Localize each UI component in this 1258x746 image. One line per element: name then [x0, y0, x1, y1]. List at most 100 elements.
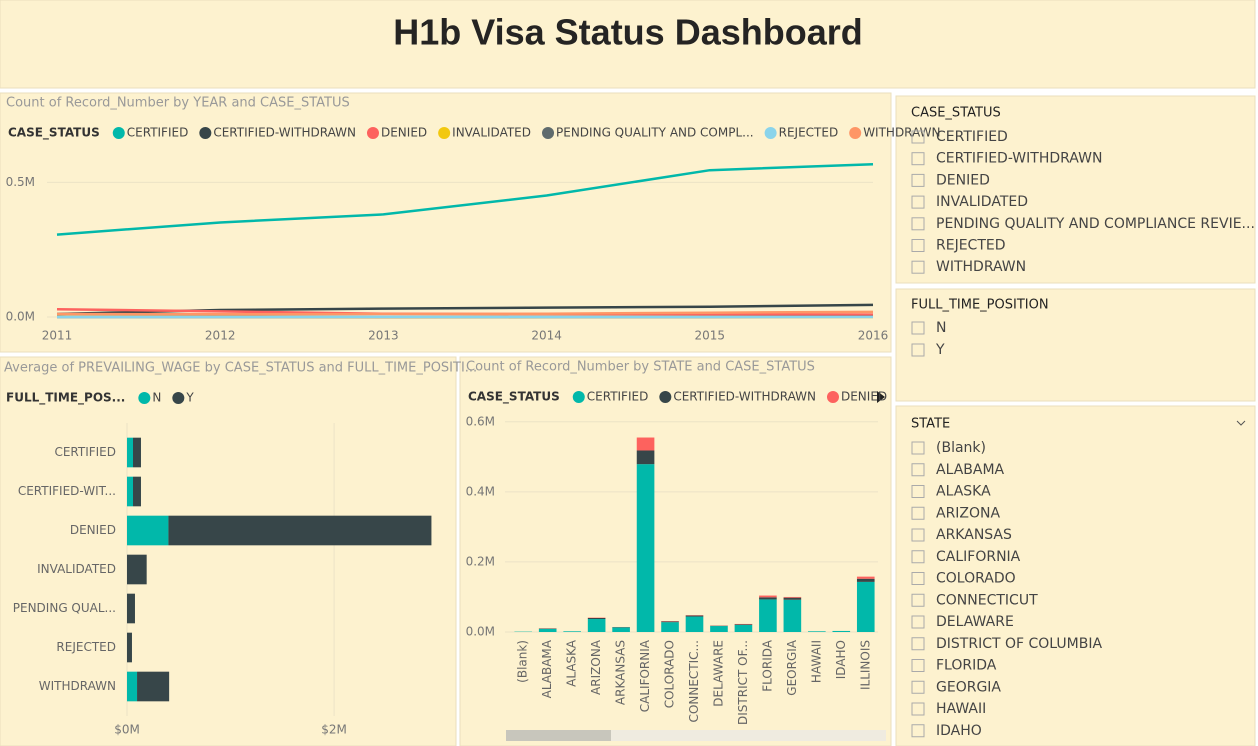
checkbox[interactable]: [911, 130, 925, 144]
dropdown-chevron[interactable]: [1236, 420, 1246, 426]
bar-segment: [133, 437, 141, 468]
legend-label[interactable]: REJECTED: [779, 126, 839, 140]
legend-label[interactable]: WITHDRAWN: [863, 126, 940, 140]
checkbox[interactable]: [911, 702, 925, 716]
checkbox[interactable]: [911, 260, 925, 274]
legend-marker: [172, 392, 185, 404]
x-tick-label: (Blank): [516, 640, 530, 683]
bar-segment: [636, 437, 655, 451]
y-tick-label: 0.5M: [6, 175, 35, 189]
bar-segment: [759, 595, 777, 598]
slicer-item[interactable]: DENIED: [936, 172, 990, 188]
checkbox[interactable]: [911, 321, 925, 335]
x-tick-label: CALIFORNIA: [638, 639, 652, 712]
x-tick-label: CONNECTIC...: [687, 640, 701, 722]
chart-title: Count of Record_Number by YEAR and CASE_…: [6, 96, 350, 111]
slicer-item[interactable]: CERTIFIED: [936, 129, 1008, 145]
checkbox[interactable]: [911, 593, 925, 607]
checkbox[interactable]: [911, 239, 925, 252]
bar-segment: [538, 628, 557, 632]
legend-label[interactable]: DENIED: [841, 390, 887, 404]
slicer-panel: [895, 288, 1256, 402]
bar-segment: [587, 619, 606, 632]
slicer-item[interactable]: CONNECTICUT: [936, 592, 1038, 608]
checkbox[interactable]: [911, 195, 925, 209]
bar-segment: [661, 621, 679, 623]
bar-segment: [636, 464, 655, 632]
x-tick-label: ILLINOIS: [858, 640, 872, 690]
slicer-item[interactable]: INVALIDATED: [936, 194, 1028, 210]
bar-segment: [856, 576, 875, 579]
legend-label[interactable]: CERTIFIED: [127, 126, 189, 140]
checkbox[interactable]: [911, 550, 925, 564]
bar-segment: [759, 599, 777, 632]
slicer-panel: [895, 95, 1256, 284]
x-tick-label: ARKANSAS: [614, 640, 628, 705]
legend-label[interactable]: N: [152, 391, 161, 405]
x-tick-label: 2015: [695, 329, 726, 343]
legend-label[interactable]: INVALIDATED: [452, 126, 531, 140]
legend-label[interactable]: CERTIFIED-WITHDRAWN: [673, 390, 816, 404]
slicer-item[interactable]: CERTIFIED-WITHDRAWN: [936, 151, 1102, 167]
legend-label[interactable]: DENIED: [381, 126, 427, 140]
x-tick-label: ALASKA: [565, 639, 579, 687]
checkbox[interactable]: [911, 506, 925, 520]
checkbox[interactable]: [911, 485, 925, 498]
legend-label[interactable]: CERTIFIED-WITHDRAWN: [213, 126, 356, 140]
slicer-item[interactable]: WITHDRAWN: [936, 259, 1026, 275]
slicer-item[interactable]: FLORIDA: [936, 658, 997, 674]
slicer-item[interactable]: CALIFORNIA: [936, 549, 1021, 565]
bar-segment: [127, 632, 132, 663]
legend-label[interactable]: PENDING QUALITY AND COMPL...: [556, 126, 754, 140]
bar-segment: [636, 450, 655, 465]
slicer-item[interactable]: REJECTED: [936, 238, 1006, 254]
slicer-item[interactable]: ARKANSAS: [936, 527, 1012, 543]
bar-segment: [783, 599, 802, 632]
legend-marker: [112, 127, 125, 139]
legend-scroll-arrow[interactable]: [877, 391, 885, 403]
slicer-item[interactable]: ARIZONA: [936, 505, 1001, 521]
legend-label[interactable]: CERTIFIED: [587, 390, 649, 404]
slicer-item[interactable]: HAWAII: [936, 701, 986, 717]
checkbox[interactable]: [911, 528, 925, 542]
y-tick-label: DENIED: [70, 523, 116, 537]
bar-segment: [734, 624, 753, 625]
checkbox[interactable]: [911, 637, 925, 651]
slicer-item[interactable]: GEORGIA: [936, 679, 1001, 695]
checkbox[interactable]: [911, 441, 925, 455]
checkbox[interactable]: [911, 615, 925, 629]
legend-marker: [366, 127, 379, 139]
checkbox[interactable]: [911, 173, 925, 187]
series-line: [56, 310, 874, 316]
legend-title: CASE_STATUS: [468, 390, 560, 405]
slicer-item[interactable]: DELAWARE: [936, 614, 1014, 630]
checkbox[interactable]: [911, 680, 925, 694]
bar-segment: [832, 630, 851, 632]
checkbox[interactable]: [911, 343, 925, 357]
slicer-item[interactable]: ALABAMA: [936, 462, 1005, 478]
slicer-panel: [895, 405, 1256, 746]
slicer-item[interactable]: PENDING QUALITY AND COMPLIANCE REVIE...: [936, 216, 1255, 232]
checkbox[interactable]: [911, 724, 925, 738]
slicer-item[interactable]: N: [936, 320, 946, 336]
checkbox[interactable]: [911, 659, 925, 672]
checkbox[interactable]: [911, 152, 925, 166]
slicer-item[interactable]: COLORADO: [936, 571, 1016, 587]
x-tick-label: $0M: [114, 723, 140, 737]
slicer-item[interactable]: DISTRICT OF COLUMBIA: [936, 636, 1102, 652]
slicer-item[interactable]: Y: [935, 342, 945, 358]
x-tick-label: FLORIDA: [760, 639, 774, 692]
bar-segment: [127, 515, 169, 546]
legend-marker: [572, 391, 585, 403]
slicer-item[interactable]: IDAHO: [936, 723, 982, 739]
bar-segment: [137, 671, 170, 702]
checkbox[interactable]: [911, 217, 925, 231]
x-tick-label: DELAWARE: [711, 640, 725, 707]
slicer-item[interactable]: (Blank): [936, 440, 986, 456]
scrollbar-thumb[interactable]: [506, 730, 611, 741]
slicer-item[interactable]: ALASKA: [936, 484, 991, 500]
legend-label[interactable]: Y: [185, 391, 194, 405]
checkbox[interactable]: [911, 463, 925, 477]
checkbox[interactable]: [911, 572, 925, 585]
